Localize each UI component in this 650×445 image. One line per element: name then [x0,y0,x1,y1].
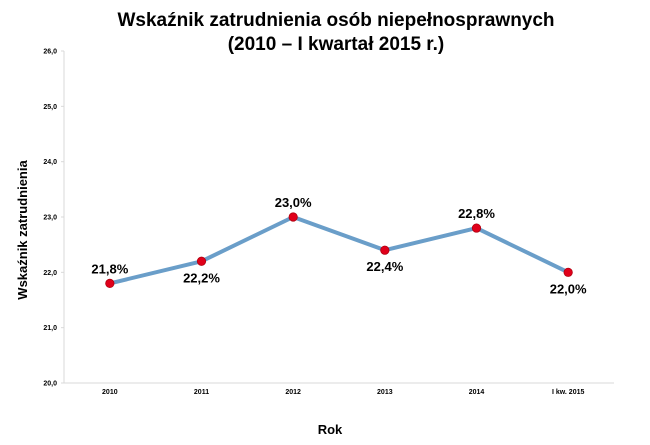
x-axis-label: Rok [318,422,343,437]
x-tick-label: I kw. 2015 [552,389,585,396]
y-tick-label: 21,0 [43,325,57,332]
x-tick-label: 2010 [102,389,118,396]
data-point [471,223,482,233]
x-tick-label: 2012 [285,389,301,396]
data-label: 22,8% [458,206,495,221]
chart-title: Wskaźnik zatrudnienia osób niepełnospraw… [117,10,554,31]
chart-subtitle: (2010 – I kwartał 2015 r.) [228,34,445,55]
y-tick-label: 20,0 [43,381,57,388]
series-line [107,215,571,286]
y-tick-label: 26,0 [43,49,57,56]
data-point [196,256,207,266]
x-tick-label: 2013 [377,389,393,396]
data-label: 22,4% [366,259,403,274]
data-label: 23,0% [275,195,312,210]
data-point [563,267,573,277]
x-tick-label: 2014 [469,389,485,396]
y-tick-label: 22,0 [43,270,57,277]
data-label: 22,2% [183,270,220,285]
data-point [288,212,298,222]
plot-area: 20,0 21,0 22,0 23,0 24,0 25,0 26,0 2010 2011 2012… [43,49,614,396]
data-point [380,245,390,255]
x-tick-label: 2011 [194,389,209,396]
data-label: 22,0% [550,281,587,296]
y-tick-label: 25,0 [43,104,57,111]
y-tick-label: 23,0 [43,215,57,222]
data-label: 21,8% [91,261,128,276]
data-point [105,278,115,288]
y-tick-label: 24,0 [43,159,57,166]
y-axis-label: Wskaźnik zatrudnienia [15,160,30,300]
